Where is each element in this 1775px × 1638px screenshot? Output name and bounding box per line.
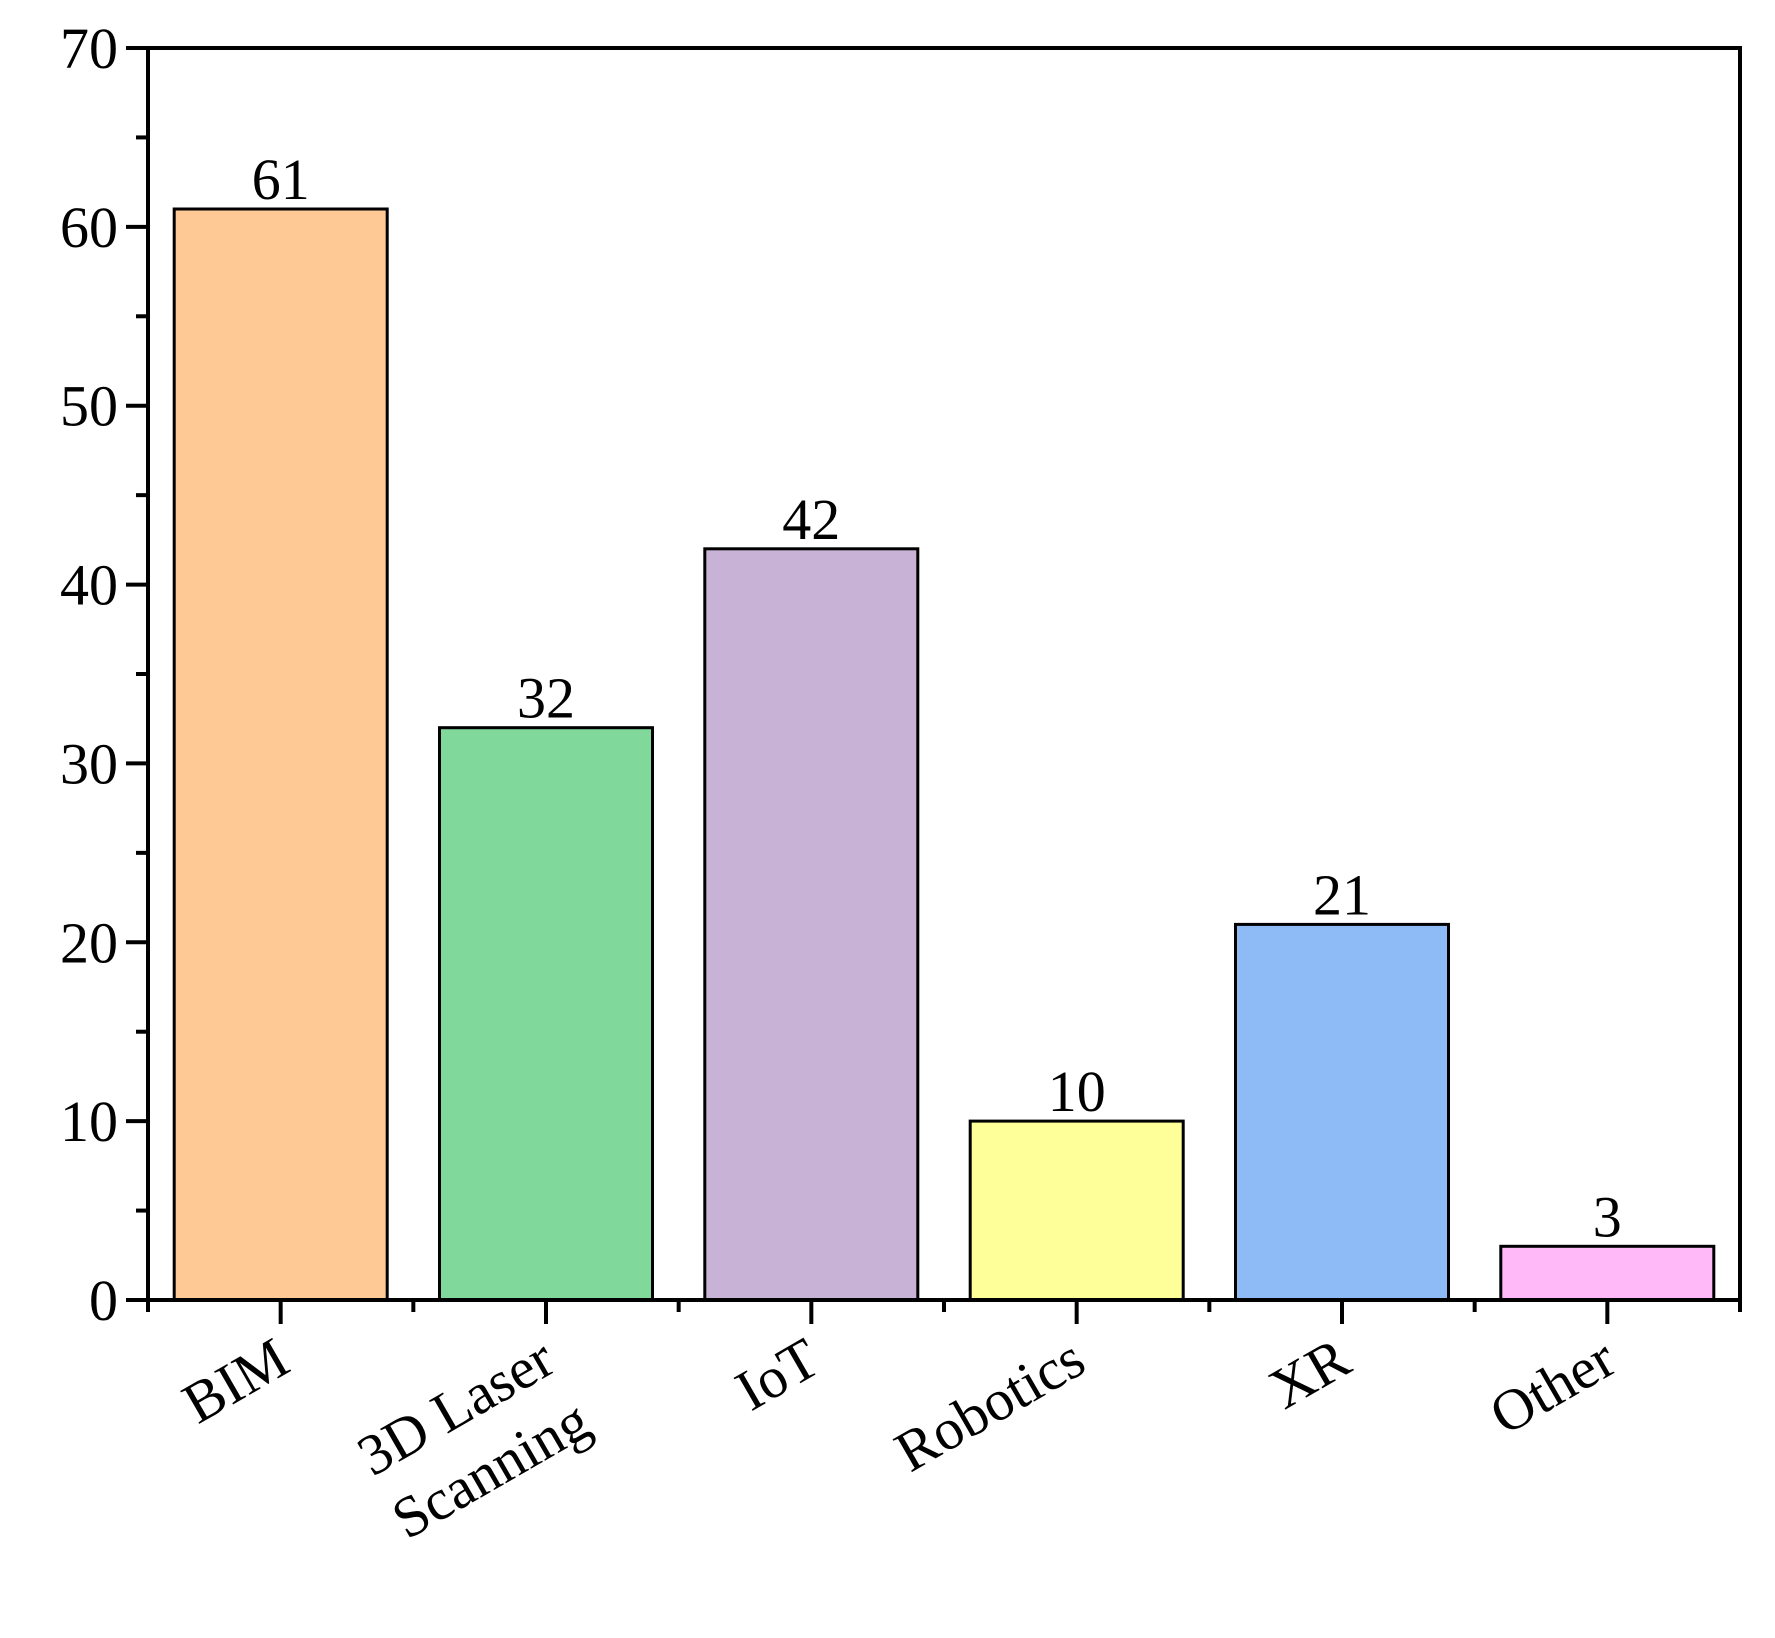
category-label: Other xyxy=(1479,1325,1626,1447)
data-label: 21 xyxy=(1313,862,1371,927)
data-label: 61 xyxy=(252,147,310,212)
category-label-line: BIM xyxy=(172,1325,299,1436)
category-label: XR xyxy=(1258,1325,1361,1422)
y-tick-label: 0 xyxy=(89,1268,118,1333)
y-tick-label: 50 xyxy=(60,374,118,439)
y-tick-label: 20 xyxy=(60,910,118,975)
bar xyxy=(703,547,920,1302)
category-label-line: Robotics xyxy=(884,1325,1095,1484)
y-tick-label: 60 xyxy=(60,195,118,260)
category-label-line: XR xyxy=(1258,1325,1361,1422)
data-label: 42 xyxy=(782,487,840,552)
category-label: Robotics xyxy=(884,1325,1095,1484)
bar xyxy=(172,207,389,1302)
category-label-line: IoT xyxy=(725,1325,830,1423)
y-tick-label: 40 xyxy=(60,553,118,618)
category-label: IoT xyxy=(725,1325,830,1423)
y-tick-label: 10 xyxy=(60,1089,118,1154)
bars-layer xyxy=(172,207,1716,1302)
category-label: BIM xyxy=(172,1325,299,1436)
data-label: 10 xyxy=(1048,1059,1106,1124)
bar xyxy=(1234,922,1450,1302)
bar xyxy=(438,726,654,1302)
bar xyxy=(1499,1244,1716,1302)
category-label-line: Other xyxy=(1479,1325,1626,1447)
y-tick-label: 30 xyxy=(60,731,118,796)
data-label: 32 xyxy=(517,666,575,731)
y-tick-label: 70 xyxy=(60,16,118,81)
data-label: 3 xyxy=(1593,1184,1622,1249)
bar xyxy=(968,1119,1185,1302)
axes-layer xyxy=(126,46,1742,1324)
